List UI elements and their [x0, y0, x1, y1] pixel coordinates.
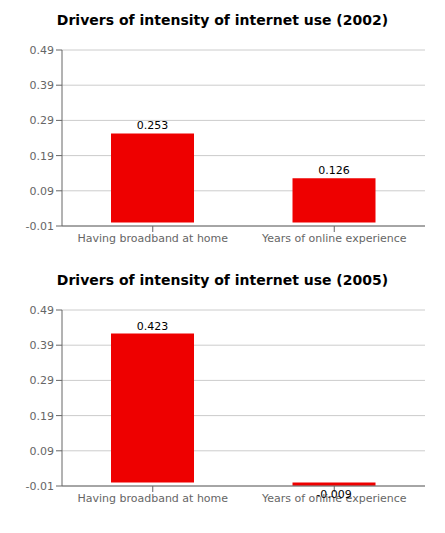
svg-text:Having broadband at home: Having broadband at home [77, 232, 228, 245]
svg-text:0.423: 0.423 [137, 320, 169, 333]
svg-text:-0.01: -0.01 [26, 480, 54, 493]
svg-text:0.09: 0.09 [30, 185, 55, 198]
svg-text:0.49: 0.49 [30, 304, 55, 317]
svg-text:0.09: 0.09 [30, 445, 55, 458]
svg-text:0.19: 0.19 [30, 150, 55, 163]
svg-text:Having broadband at home: Having broadband at home [77, 492, 228, 505]
html-text:Drivers of intensity of intern: Drivers of intensity of internet use (20… [56, 272, 389, 288]
svg-text:Years of online experience: Years of online experience [261, 232, 407, 245]
svg-text:-0.009: -0.009 [316, 488, 351, 501]
svg-text:0.126: 0.126 [318, 164, 350, 177]
svg-text:0.39: 0.39 [30, 339, 55, 352]
svg-text:0.29: 0.29 [30, 374, 55, 387]
svg-text:0.253: 0.253 [137, 119, 169, 132]
svg-text:0.29: 0.29 [30, 114, 55, 127]
svg-text:0.19: 0.19 [30, 410, 55, 423]
svg-text:Years of online experience: Years of online experience [261, 491, 407, 505]
svg-text:0.49: 0.49 [30, 44, 55, 57]
svg-text:0.39: 0.39 [30, 79, 55, 92]
html-text:Drivers of intensity of intern: Drivers of intensity of internet use (20… [56, 12, 389, 28]
svg-text:-0.01: -0.01 [26, 220, 54, 233]
